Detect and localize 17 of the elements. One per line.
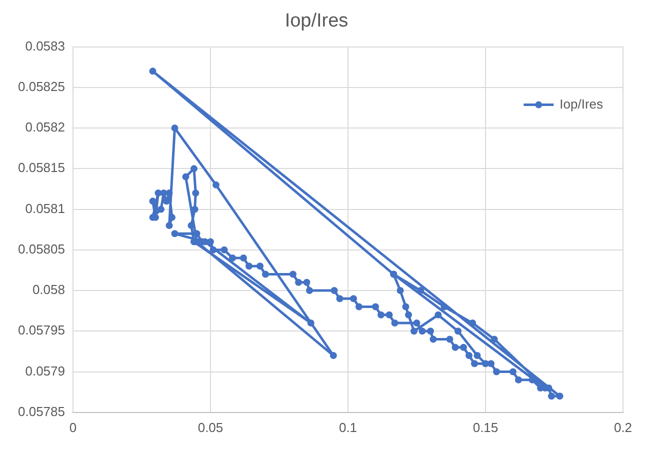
y-tick-label: 0.058 <box>32 282 65 298</box>
x-tick-label: 0 <box>69 420 77 435</box>
x-tick-label: 0.2 <box>614 420 632 435</box>
legend-label: Iop/Ires <box>560 96 604 112</box>
chart-title: Iop/Ires <box>284 10 348 32</box>
y-tick-label: 0.0583 <box>25 38 65 54</box>
y-tick-label: 0.0579 <box>25 363 65 378</box>
x-tick-label: 0.05 <box>198 420 224 435</box>
x-tick-label: 0.15 <box>472 420 498 435</box>
y-tick-label: 0.05785 <box>18 404 65 419</box>
y-tick-label: 0.05825 <box>18 79 65 94</box>
y-tick-label: 0.0582 <box>25 120 65 135</box>
x-tick-label: 0.1 <box>338 420 358 435</box>
y-tick-label: 0.05795 <box>18 322 65 338</box>
y-tick-label: 0.05805 <box>18 241 65 256</box>
y-tick-label: 0.0581 <box>25 200 65 216</box>
y-tick-label: 0.05815 <box>18 160 65 176</box>
